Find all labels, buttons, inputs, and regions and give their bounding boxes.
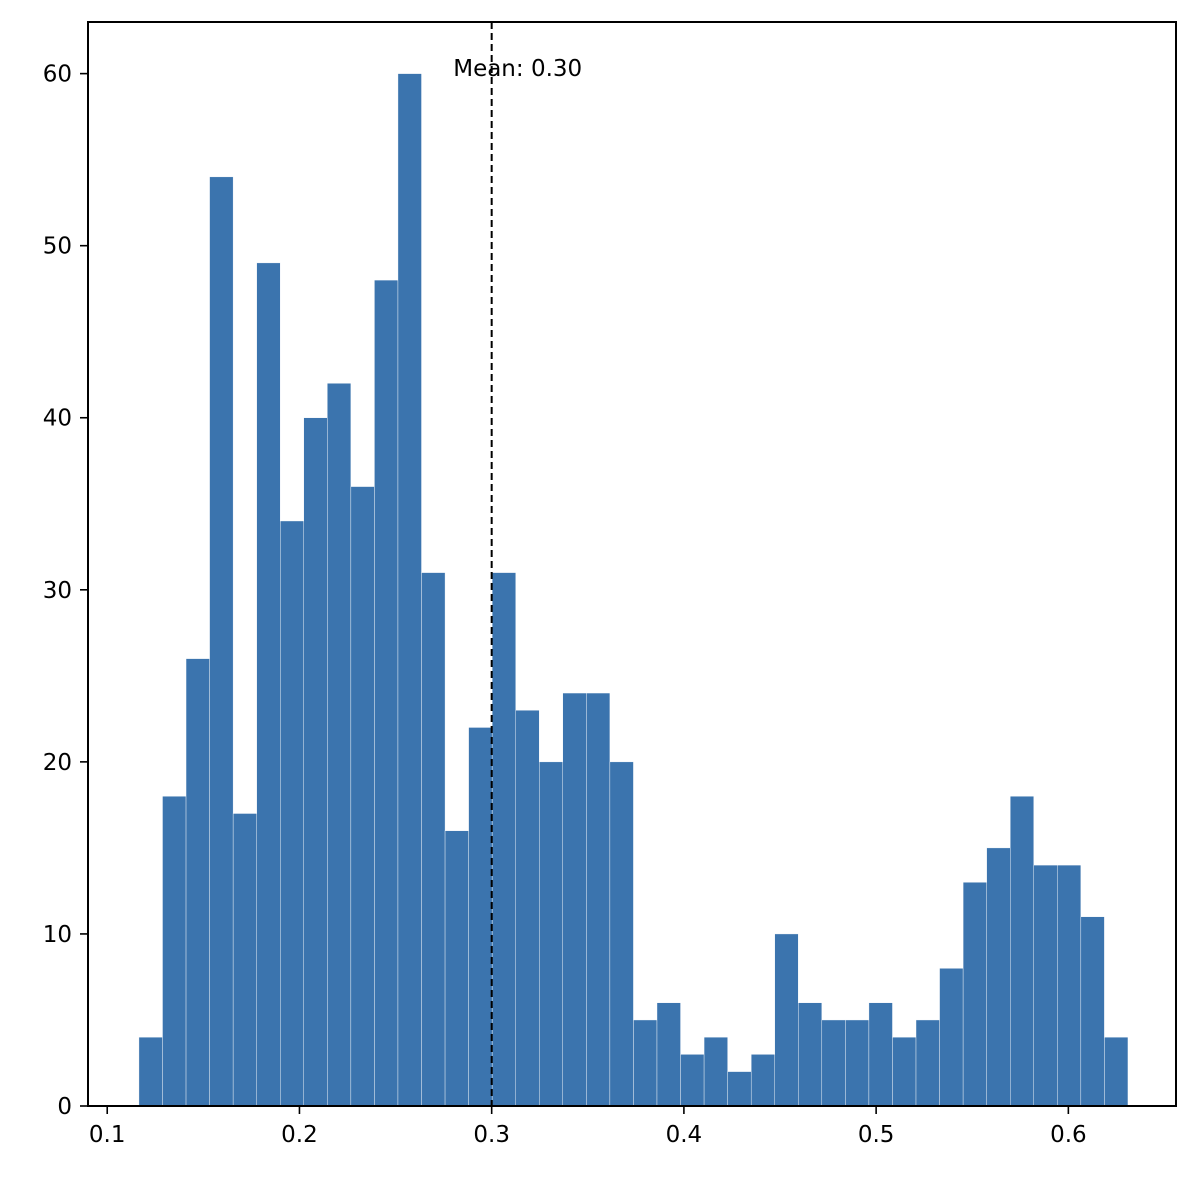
histogram-bar — [962, 882, 987, 1107]
histogram-bar — [727, 1071, 752, 1107]
histogram-bar — [327, 383, 352, 1107]
histogram-bar — [374, 279, 399, 1107]
x-tick-label: 0.1 — [89, 1122, 126, 1148]
histogram-bar — [185, 658, 210, 1107]
histogram-bar — [750, 1054, 775, 1107]
histogram-bar — [892, 1036, 917, 1107]
x-tick-label: 0.5 — [858, 1122, 895, 1148]
histogram-bar — [1010, 796, 1034, 1107]
histogram-bar — [868, 1002, 893, 1107]
mean-layer: Mean: 0.30 — [453, 22, 582, 1106]
histogram-bar — [397, 73, 422, 1107]
histogram-bar — [232, 813, 257, 1107]
histogram-bar — [350, 486, 375, 1107]
x-tick-label: 0.4 — [666, 1122, 703, 1148]
histogram-bar — [421, 572, 446, 1107]
histogram-bar — [303, 417, 328, 1107]
plot-frame — [87, 21, 1177, 1107]
histogram-bar — [986, 847, 1011, 1107]
y-tick-label: 20 — [43, 750, 72, 776]
histogram-bar — [609, 761, 634, 1107]
histogram-bar — [680, 1054, 705, 1107]
histogram-bar — [845, 1019, 870, 1107]
axes-layer: 0.1 0.2 0.3 0.4 0.5 0.6 0 10 20 30 40 50 60 — [43, 21, 1177, 1148]
histogram-bar — [468, 727, 493, 1107]
histogram-bar — [703, 1036, 728, 1107]
x-tick-label: 0.6 — [1050, 1122, 1087, 1148]
histogram-bar — [633, 1019, 658, 1107]
y-tick-label: 0 — [57, 1094, 72, 1120]
histogram-bar — [162, 796, 187, 1107]
histogram-bar — [444, 830, 469, 1107]
histogram-bar — [774, 933, 799, 1107]
bars-layer — [138, 73, 1129, 1107]
histogram-bar — [1080, 916, 1105, 1107]
histogram-bar — [821, 1019, 846, 1107]
histogram-bar — [939, 968, 964, 1107]
histogram-bar — [256, 262, 281, 1107]
histogram-bar — [798, 1002, 823, 1107]
histogram-bar — [539, 761, 563, 1107]
histogram-bar — [138, 1036, 163, 1107]
histogram-bar — [491, 572, 516, 1107]
y-tick-label: 10 — [43, 922, 72, 948]
histogram-bar — [656, 1002, 681, 1107]
mean-label: Mean: 0.30 — [453, 56, 582, 82]
x-tick-label: 0.3 — [473, 1122, 510, 1148]
histogram-bar — [515, 710, 540, 1107]
histogram-bar — [209, 176, 234, 1107]
y-tick-label: 40 — [43, 406, 72, 432]
y-tick-label: 30 — [43, 578, 72, 604]
histogram-bar — [915, 1019, 940, 1107]
y-tick-label: 60 — [43, 62, 72, 88]
histogram-bar — [280, 520, 304, 1107]
histogram-bar — [562, 692, 587, 1107]
histogram-bar — [1104, 1036, 1129, 1107]
histogram-bar — [1033, 864, 1058, 1107]
y-tick-label: 50 — [43, 234, 72, 260]
x-tick-label: 0.2 — [281, 1122, 318, 1148]
histogram-bar — [1057, 864, 1082, 1107]
histogram-bar — [586, 692, 611, 1107]
